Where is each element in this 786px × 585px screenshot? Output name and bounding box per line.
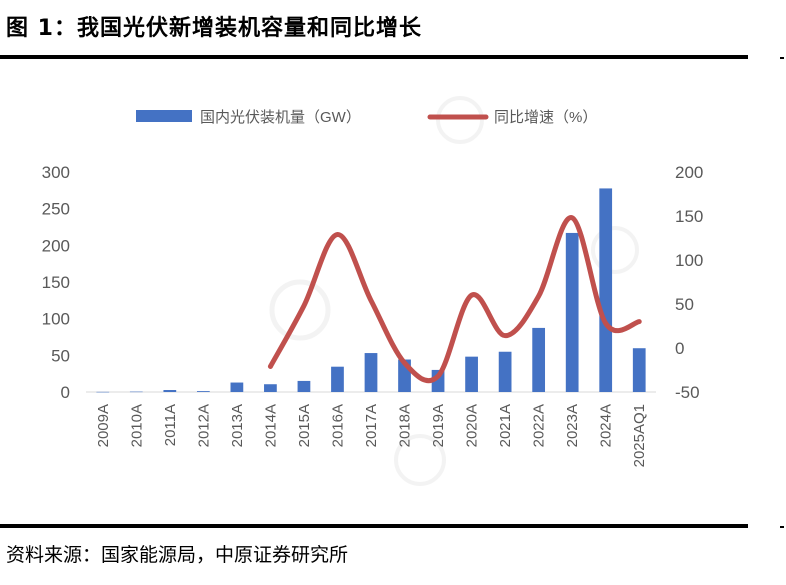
right-axis: -50 0 50 100 150 200 xyxy=(675,163,703,402)
bar-2016A xyxy=(331,366,344,392)
legend-bar-swatch xyxy=(136,110,192,122)
margin-tick-top xyxy=(780,57,784,59)
bar-2011A xyxy=(163,390,177,392)
x-tick-label: 2024A xyxy=(598,404,615,447)
growth-rate-line xyxy=(267,215,642,384)
x-tick-label: 2010A xyxy=(128,404,145,447)
left-tick-label: 150 xyxy=(42,273,70,292)
left-tick-label: 250 xyxy=(42,200,70,219)
bar-2010A xyxy=(129,391,143,393)
bar-2009A xyxy=(96,391,110,393)
right-tick-label: -50 xyxy=(675,383,700,402)
right-tick-label: 100 xyxy=(675,251,703,270)
x-tick-label: 2011A xyxy=(162,404,179,446)
x-tick-label: 2013A xyxy=(229,404,246,447)
bar-2022A xyxy=(532,327,546,392)
x-tick-label: 2019A xyxy=(430,404,447,447)
line-series xyxy=(267,215,642,384)
x-axis-labels: 2009A 2010A 2011A 2012A 2013A 2014A 2015A 2016A… xyxy=(95,404,648,467)
bar-2015A xyxy=(297,380,311,392)
x-tick-label: 2017A xyxy=(363,404,380,447)
bottom-rule xyxy=(0,524,748,528)
right-tick-label: 150 xyxy=(675,207,703,226)
left-tick-label: 200 xyxy=(42,236,70,255)
bar-2023A xyxy=(565,232,579,392)
left-tick-label: 300 xyxy=(42,163,70,182)
bar-2025AQ1 xyxy=(632,348,646,392)
x-tick-label: 2021A xyxy=(497,404,514,447)
left-tick-label: 50 xyxy=(51,346,70,365)
left-axis: 0 50 100 150 200 250 300 xyxy=(42,163,70,402)
left-tick-label: 100 xyxy=(42,310,70,329)
bar-2024A xyxy=(599,188,613,392)
source-note: 资料来源：国家能源局，中原证券研究所 xyxy=(6,544,349,566)
legend-bar-label: 国内光伏装机量（GW） xyxy=(200,109,361,126)
right-tick-label: 0 xyxy=(675,339,684,358)
watermark xyxy=(269,96,639,486)
bar-2013A xyxy=(230,382,244,392)
x-tick-label: 2015A xyxy=(296,404,313,447)
x-tick-label: 2009A xyxy=(95,404,112,447)
x-tick-label: 2023A xyxy=(564,404,581,447)
chart: 国内光伏装机量（GW） 同比增速（%） 0 50 100 150 200 250 300 -… xyxy=(42,96,703,486)
x-tick-label: 2014A xyxy=(262,404,279,447)
x-tick-label: 2012A xyxy=(195,404,212,447)
margin-tick-bottom xyxy=(780,526,784,528)
bar-2017A xyxy=(364,353,378,392)
x-tick-label: 2016A xyxy=(329,404,346,447)
legend-line-label: 同比增速（%） xyxy=(494,109,597,126)
right-tick-label: 50 xyxy=(675,295,694,314)
x-tick-label: 2020A xyxy=(464,404,481,447)
bar-series xyxy=(96,188,646,393)
legend: 国内光伏装机量（GW） 同比增速（%） xyxy=(136,109,597,126)
x-tick-label: 2025AQ1 xyxy=(631,404,648,467)
top-rule xyxy=(0,55,748,59)
figure-title: 图 1：我国光伏新增装机容量和同比增长 xyxy=(6,16,422,41)
x-tick-label: 2018A xyxy=(397,404,414,447)
bar-2021A xyxy=(498,351,512,392)
bar-2012A xyxy=(196,391,210,392)
x-tick-label: 2022A xyxy=(531,404,548,447)
bar-2014A xyxy=(264,384,277,392)
bar-2020A xyxy=(465,356,478,392)
right-tick-label: 200 xyxy=(675,163,703,182)
left-tick-label: 0 xyxy=(61,383,70,402)
